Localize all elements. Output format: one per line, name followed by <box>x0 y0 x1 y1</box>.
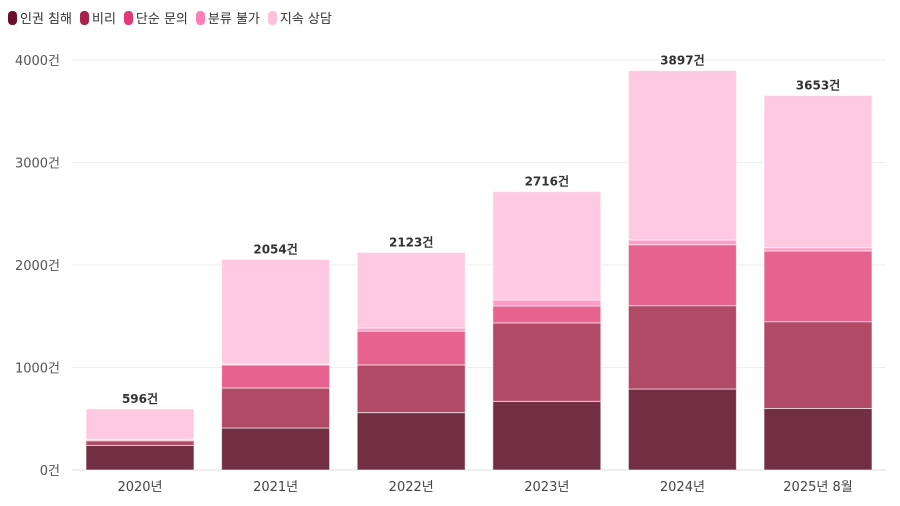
bar-segment <box>356 330 466 366</box>
y-tick-label: 0건 <box>40 464 60 479</box>
legend-label: 분류 불가 <box>207 12 260 27</box>
legend-item[interactable]: 비리 <box>79 8 116 27</box>
bar-segment <box>627 305 737 390</box>
bar-segment <box>85 408 195 440</box>
bar-segment <box>221 258 331 365</box>
x-tick-label: 2022년 <box>389 480 434 495</box>
x-tick-label: 2021년 <box>253 480 298 495</box>
x-tick-label: 2024년 <box>660 480 705 495</box>
bar-segment <box>221 427 331 471</box>
bar-segment <box>221 387 331 429</box>
legend-swatch <box>267 10 277 25</box>
bar-segment <box>627 70 737 241</box>
legend-item[interactable]: 인권 침해 <box>8 8 72 27</box>
legend-swatch <box>79 10 89 25</box>
bar-segment <box>763 408 873 471</box>
legend-item[interactable]: 분류 불가 <box>195 8 260 27</box>
bar-segment <box>492 305 602 324</box>
bar-segment <box>492 191 602 301</box>
bar-segment <box>85 444 195 471</box>
bar-segment <box>627 239 737 246</box>
legend-label: 비리 <box>91 12 116 27</box>
total-label: 596건 <box>122 391 158 406</box>
bar-segment <box>627 244 737 307</box>
total-label: 3653건 <box>796 78 840 93</box>
bar-segment <box>356 251 466 329</box>
legend-label: 인권 침해 <box>20 12 72 27</box>
legend-label: 지속 상담 <box>279 12 332 27</box>
y-tick-label: 2000건 <box>15 259 60 274</box>
x-tick-label: 2025년 8월 <box>783 480 852 495</box>
bar-segment <box>763 321 873 409</box>
bar-segment <box>763 95 873 249</box>
legend-label: 단순 문의 <box>135 12 188 27</box>
total-label: 3897건 <box>660 53 704 68</box>
legend: 인권 침해 비리 단순 문의 분류 불가 지속 상담 <box>8 8 332 27</box>
x-tick-label: 2023년 <box>524 480 569 495</box>
bar-segment <box>627 388 737 471</box>
bar-segment <box>492 400 602 471</box>
total-label: 2054건 <box>253 241 297 256</box>
legend-item[interactable]: 단순 문의 <box>123 8 188 27</box>
bar-segment <box>492 322 602 402</box>
total-label: 2123건 <box>389 234 433 249</box>
bar-segment <box>356 412 466 471</box>
bar-segment <box>763 250 873 323</box>
legend-swatch <box>123 10 133 25</box>
legend-item[interactable]: 지속 상담 <box>267 8 332 27</box>
legend-swatch <box>195 10 205 25</box>
y-tick-label: 4000건 <box>15 54 60 69</box>
bar-segment <box>221 364 331 389</box>
total-label: 2716건 <box>525 174 569 189</box>
bar-segment <box>356 364 466 414</box>
legend-swatch <box>8 10 17 25</box>
y-tick-label: 1000건 <box>15 362 60 377</box>
bar-segment <box>85 440 195 446</box>
bar-segment <box>492 299 602 307</box>
x-tick-label: 2020년 <box>117 480 162 495</box>
y-tick-label: 3000건 <box>15 157 60 172</box>
